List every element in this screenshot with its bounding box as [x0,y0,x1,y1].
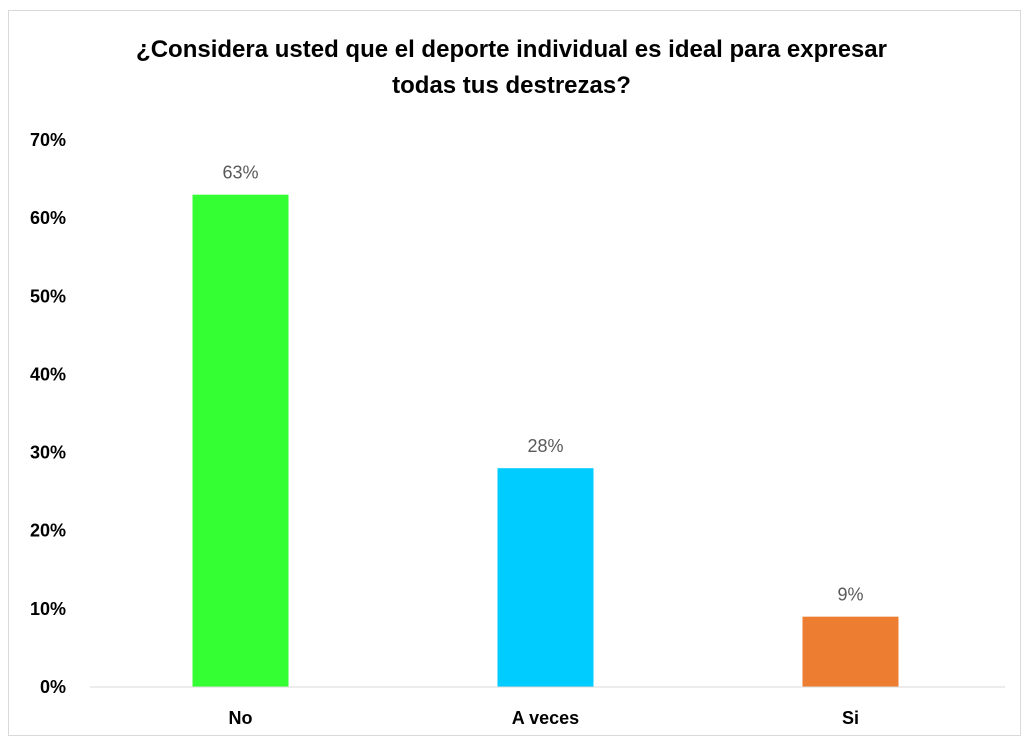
y-tick-label: 70% [30,130,66,150]
data-label: 28% [527,436,563,456]
x-tick-label: No [229,708,253,728]
chart-title-line-1: ¿Considera usted que el deporte individu… [136,36,887,63]
y-tick-label: 40% [30,364,66,384]
x-tick-label: Si [842,708,859,728]
y-tick-label: 20% [30,521,66,541]
y-tick-label: 50% [30,286,66,306]
chart-title-line-2: todas tus destrezas? [392,72,631,99]
y-tick-label: 30% [30,443,66,463]
y-axis-ticks: 0% 10% 20% 30% 40% 50% 60% 70% [30,130,66,697]
bar-no [192,194,289,687]
data-label: 63% [222,163,258,183]
bar-si [802,616,899,687]
y-tick-label: 60% [30,208,66,228]
x-axis-ticks: No A veces Si [229,708,860,728]
data-labels: 63% 28% 9% [222,163,863,605]
data-label: 9% [837,585,863,605]
bar-a-veces [497,468,594,687]
chart-title: ¿Considera usted que el deporte individu… [0,32,1023,104]
bars [192,194,899,687]
y-tick-label: 10% [30,599,66,619]
x-tick-label: A veces [512,708,579,728]
y-tick-label: 0% [40,677,66,697]
